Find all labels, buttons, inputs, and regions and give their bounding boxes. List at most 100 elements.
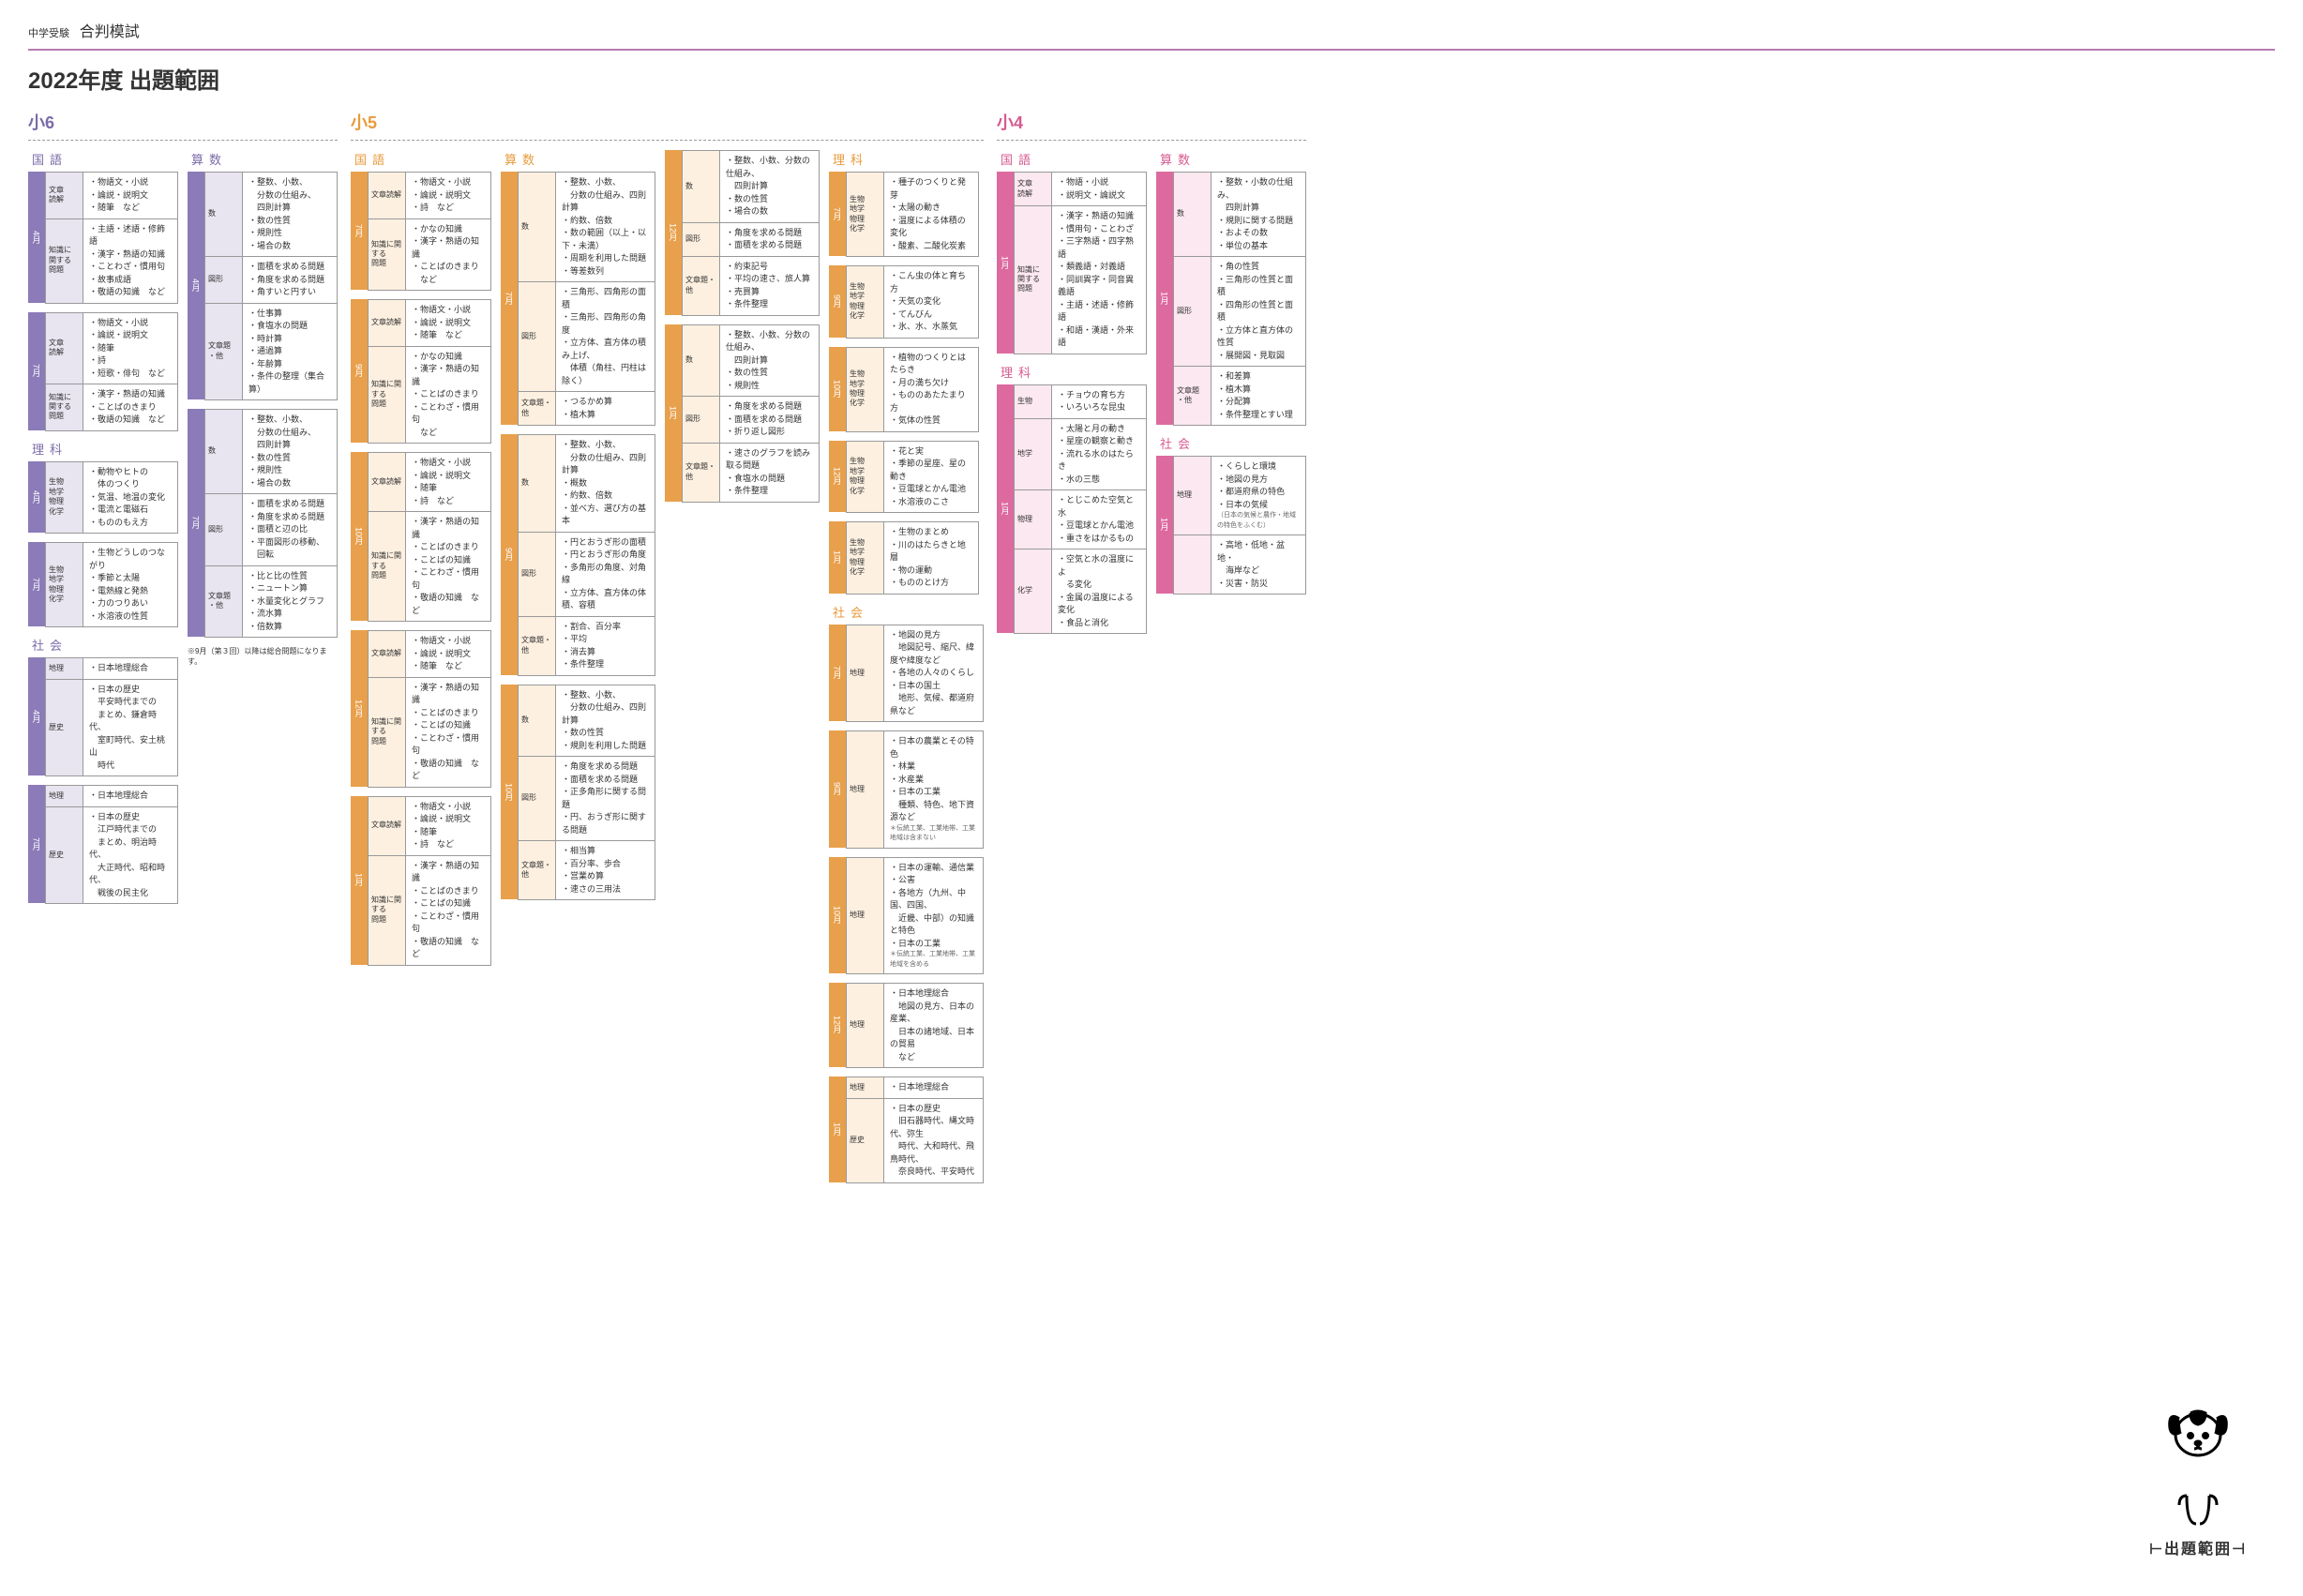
content-row: 文章題・ 他相当算百分率、歩合営業め算速さの三用法: [518, 840, 655, 900]
list-item: 季節の星座、星の動き: [890, 458, 972, 483]
content-row: 歴史日本の歴史 旧石器時代、縄文時代、弥生 時代、大和時代、飛鳥時代、 奈良時代…: [846, 1098, 984, 1183]
content-row: 文章読解物語文・小説論説・説明文随筆詩 など: [368, 796, 491, 856]
subject-block: 4月生物 地学 物理 化学動物やヒトの 体のつくり気温、地温の変化電流と電磁石も…: [28, 461, 178, 627]
row-content: 面積を求める問題角度を求める問題面積と辺の比平面図形の移動、 回転: [243, 494, 337, 565]
column: 国語7月文章読解物語文・小説論説・説明文詩 など知識に関する 問題かなの知識漢字…: [351, 150, 491, 974]
row-content: 漢字・熟語の知識慣用句・ことわざ三字熟語・四字熟語類義語・対義語同訓異字・同音異…: [1052, 206, 1146, 354]
list-item: 日本の工業 種類、特色、地下資源など: [890, 786, 977, 824]
list-item: 正多角形に関する問題: [562, 786, 649, 811]
list-item: 日本の歴史 旧石器時代、縄文時代、弥生 時代、大和時代、飛鳥時代、 奈良時代、平…: [890, 1103, 977, 1179]
month-block: 1月生物 地学 物理 化学生物のまとめ川のはたらきと地層物の運動もののとけ方: [829, 521, 979, 594]
list-item: 面積を求める問題: [562, 774, 649, 787]
row-content: かなの知識漢字・熟語の知識ことばのきまりことわざ・慣用句 など: [406, 347, 490, 444]
block-body: 生物 地学 物理 化学生物どうしのつながり季節と太陽電熱線と発熱力のつりあい水溶…: [45, 542, 178, 626]
block-body: 文章 読解物語文・小説論説・説明文随筆詩短歌・俳句 など知識に 関する 問題漢字…: [45, 312, 178, 430]
list-item: 立方体、直方体の体積、容積: [562, 587, 649, 612]
list-item: ことばの知識: [412, 554, 485, 567]
list-item: 物語文・小説: [412, 635, 485, 648]
row-label: 数: [683, 325, 720, 397]
content-row: 地学太陽と月の動き星座の観察と動き流れる水のはたらき水の三態: [1014, 418, 1147, 491]
column: 12月数整数、小数、分数の仕組み、 四則計算数の性質場合の数図形角度を求める問題…: [665, 150, 820, 511]
list-item: 随筆: [89, 342, 172, 355]
list-item: ことばの知識: [412, 719, 485, 732]
month-tab: 4月: [28, 172, 45, 303]
block-body: 生物 地学 物理 化学動物やヒトの 体のつくり気温、地温の変化電流と電磁石ものの…: [45, 461, 178, 534]
content-row: 知識に関する 問題漢字・熟語の知識ことばのきまりことばの知識ことわざ・慣用句敬語…: [368, 511, 491, 622]
list-item: ことばのきまり: [412, 541, 485, 554]
row-content: 日本地理総合: [884, 1077, 983, 1098]
list-item: 面積を求める問題: [726, 414, 813, 427]
list-item: つるかめ算: [562, 396, 649, 409]
subject-title: 社会: [829, 603, 984, 621]
content-row: 化学空気と水の温度によ る変化金属の温度による変化食品と消化: [1014, 549, 1147, 634]
block-body: 地理日本地理総合歴史日本の歴史 旧石器時代、縄文時代、弥生 時代、大和時代、飛鳥…: [846, 1077, 984, 1182]
month-tab: 4月: [188, 172, 204, 399]
row-label: 数: [519, 173, 556, 281]
month-tab: 7月: [501, 172, 518, 425]
content-row: 文章題 ・他和差算植木算分配算条件整理とすい理: [1173, 366, 1306, 426]
list-item: 三角形、四角形の角度: [562, 311, 649, 337]
list-item: 平面図形の移動、 回転: [248, 536, 331, 562]
block-body: 数整数・小数の仕組み、 四則計算規則に関する問題およその数単位の基本図形角の性質…: [1173, 172, 1306, 425]
mascot: ⊢出題範囲⊣: [2149, 1402, 2247, 1558]
month-tab: 12月: [665, 150, 682, 315]
list-item: 円とおうぎ形の角度: [562, 549, 649, 562]
list-item: 条件整理: [726, 298, 813, 311]
block-body: 数整数、小数、 分数の仕組み、 四則計算数の性質規則性場合の数図形面積を求める問…: [204, 172, 338, 399]
content-row: 数整数、小数、 分数の仕組み、 四則計算数の性質規則性場合の数: [204, 172, 338, 257]
list-item: ことわざ・慣用句: [412, 566, 485, 592]
footnote: ＊伝統工業、工業地帯、工業地域は含まない: [890, 824, 977, 844]
list-item: 倍数算: [248, 621, 331, 634]
block-body: 地理日本地理総合歴史日本の歴史 平安時代までの まとめ、鎌倉時代、 室町時代、安…: [45, 657, 178, 775]
list-item: 円、おうぎ形に関する問題: [562, 811, 649, 836]
mascot-label: ⊢出題範囲⊣: [2149, 1536, 2247, 1558]
block-body: 地理日本地理総合歴史日本の歴史 江戸時代までの まとめ、明治時代、 大正時代、昭…: [45, 785, 178, 903]
list-item: 敬語の知識 など: [89, 286, 172, 299]
column: 算数1月数整数・小数の仕組み、 四則計算規則に関する問題およその数単位の基本図形…: [1156, 150, 1306, 603]
row-label: 図形: [683, 397, 720, 443]
column: 算数4月数整数、小数、 分数の仕組み、 四則計算数の性質規則性場合の数図形面積を…: [188, 150, 338, 667]
content-row: 数整数、小数、 分数の仕組み、四則計算約数、倍数数の範囲（以上・以下・未満）周期…: [518, 172, 655, 282]
grade-divider: [997, 140, 1306, 141]
content-row: 文章題・ 他速さのグラフを読み取る問題食塩水の問題条件整理: [682, 443, 820, 503]
list-item: 各地の人々のくらし: [890, 667, 977, 680]
list-item: 論説・説明文: [412, 317, 485, 330]
month-block: 7月生物 地学 物理 化学生物どうしのつながり季節と太陽電熱線と発熱力のつりあい…: [28, 542, 178, 626]
row-content: 主語・述語・修飾語漢字・熟語の知識ことわざ・慣用句故事成語敬語の知識 など: [83, 219, 177, 303]
block-body: 地理日本地理総合 地図の見方、日本の産業、 日本の諸地域、日本の貿易 など: [846, 983, 984, 1067]
row-content: 物語文・小説論説・説明文随筆詩 など: [406, 797, 490, 855]
list-item: 漢字・熟語の知識: [412, 363, 485, 388]
month-tab: 7月: [829, 625, 846, 722]
content-row: 生物 地学 物理 化学生物どうしのつながり季節と太陽電熱線と発熱力のつりあい水溶…: [45, 542, 178, 627]
list-item: 物語文・小説: [412, 176, 485, 189]
row-label: 文章題 ・他: [1174, 367, 1212, 425]
month-block: 1月数整数・小数の仕組み、 四則計算規則に関する問題およその数単位の基本図形角の…: [1156, 172, 1306, 425]
content-row: 知識に関する 問題漢字・熟語の知識ことばのきまりことばの知識ことわざ・慣用句敬語…: [368, 677, 491, 788]
list-item: 日本の気候: [1217, 499, 1300, 512]
row-content: 相当算百分率、歩合営業め算速さの三用法: [556, 841, 655, 899]
list-item: 主語・述語・修飾語: [1058, 299, 1140, 324]
list-item: 規則性: [248, 227, 331, 240]
content-row: 高地・低地・盆地・ 海岸など災害・防災: [1173, 535, 1306, 595]
row-content: 日本の歴史 旧石器時代、縄文時代、弥生 時代、大和時代、飛鳥時代、 奈良時代、平…: [884, 1099, 983, 1182]
list-item: 故事成語: [89, 274, 172, 287]
list-item: 周期を利用した問題: [562, 252, 649, 265]
list-item: 条件整理とすい理: [1217, 409, 1300, 422]
list-item: 約数、倍数: [562, 215, 649, 228]
list-item: 整数、小数、 分数の仕組み、 四則計算: [248, 414, 331, 452]
block-body: 数整数、小数、分数の仕組み、 四則計算数の性質場合の数図形角度を求める問題面積を…: [682, 150, 820, 315]
row-label: 数: [683, 151, 720, 222]
month-tab: 9月: [351, 299, 368, 443]
content-row: 地理くらしと環境地図の見方都道府県の特色日本の気候（日本の気候と農作・地域の特色…: [1173, 456, 1306, 535]
row-content: 速さのグラフを読み取る問題食塩水の問題条件整理: [720, 444, 819, 502]
row-content: 物語文・小説論説・説明文随筆 など: [406, 300, 490, 346]
list-item: くらしと環境: [1217, 460, 1300, 474]
content-row: 地理日本地理総合: [45, 657, 178, 680]
list-item: 公害: [890, 874, 977, 887]
list-item: 花と実: [890, 445, 972, 459]
row-content: 角度を求める問題面積を求める問題正多角形に関する問題円、おうぎ形に関する問題: [556, 757, 655, 840]
list-item: 等差数列: [562, 265, 649, 279]
month-block: 1月数整数、小数、分数の仕組み、 四則計算数の性質規則性図形角度を求める問題面積…: [665, 324, 820, 502]
row-label: 文章題 ・他: [205, 566, 243, 638]
list-item: 生物どうしのつながり: [89, 547, 172, 572]
